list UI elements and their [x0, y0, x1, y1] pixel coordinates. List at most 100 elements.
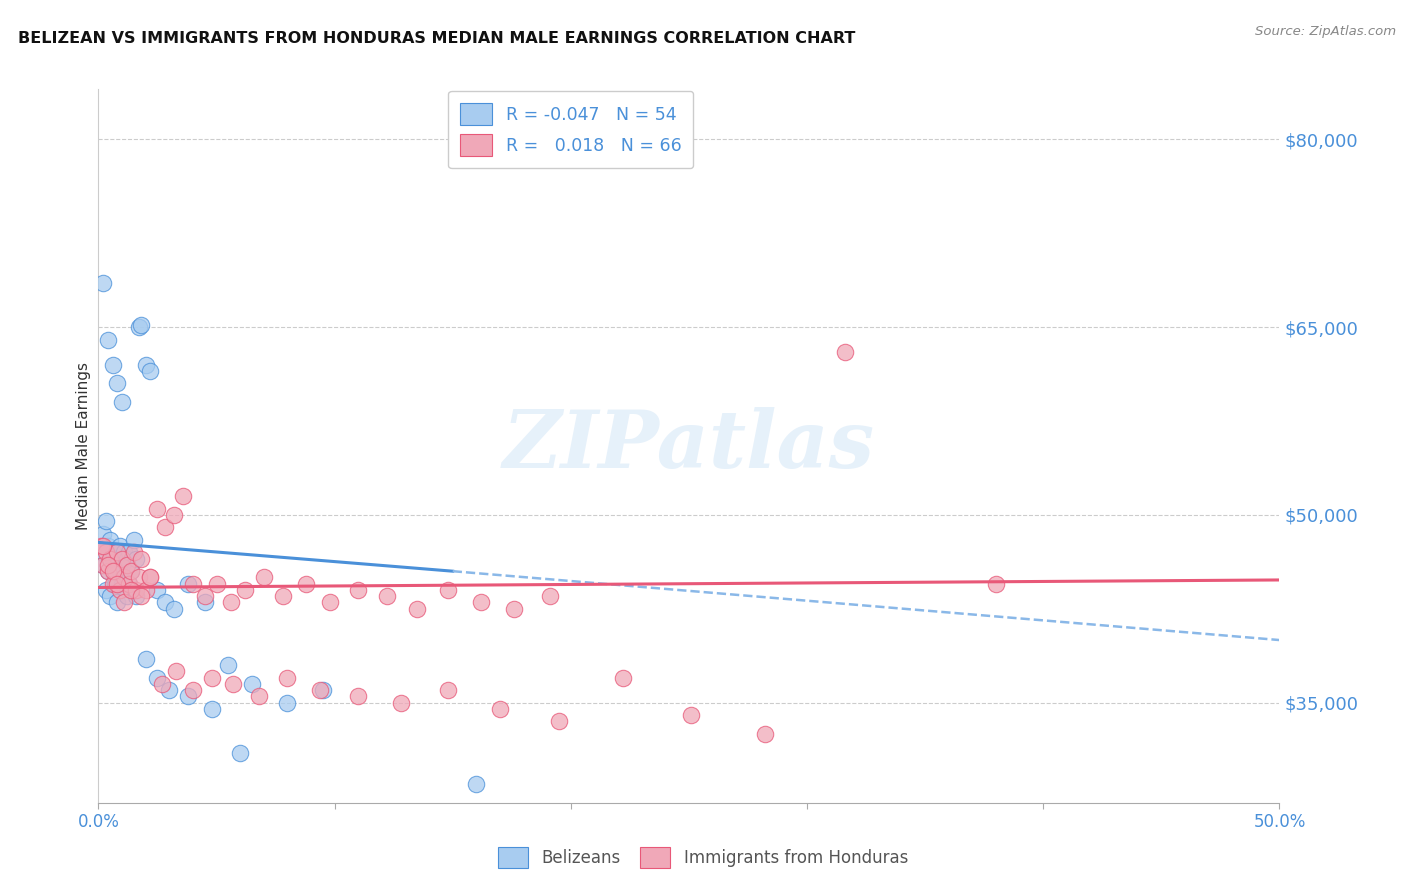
- Legend: R = -0.047   N = 54, R =   0.018   N = 66: R = -0.047 N = 54, R = 0.018 N = 66: [449, 91, 693, 169]
- Point: [295, 576, 318, 591]
- Point: [108, 582, 131, 597]
- Point: [104, 570, 127, 584]
- Point: [128, 320, 150, 334]
- Point: [177, 576, 200, 591]
- Point: [97, 558, 120, 572]
- Point: [205, 576, 228, 591]
- Legend: Belizeans, Immigrants from Honduras: Belizeans, Immigrants from Honduras: [491, 840, 915, 875]
- Point: [984, 576, 1007, 591]
- Point: [139, 570, 162, 584]
- Point: [105, 376, 128, 391]
- Point: [150, 677, 173, 691]
- Point: [91, 558, 114, 572]
- Point: [834, 345, 856, 359]
- Point: [503, 601, 526, 615]
- Point: [146, 582, 169, 597]
- Point: [111, 395, 134, 409]
- Point: [112, 570, 135, 584]
- Point: [181, 683, 204, 698]
- Point: [135, 358, 157, 372]
- Point: [437, 582, 460, 597]
- Point: [91, 558, 114, 572]
- Point: [94, 545, 117, 559]
- Point: [90, 539, 112, 553]
- Point: [163, 601, 186, 615]
- Point: [105, 595, 128, 609]
- Point: [94, 582, 117, 597]
- Point: [194, 595, 217, 609]
- Point: [98, 551, 121, 566]
- Point: [112, 595, 135, 609]
- Point: [347, 690, 370, 704]
- Point: [128, 570, 150, 584]
- Point: [97, 333, 120, 347]
- Point: [121, 564, 143, 578]
- Point: [115, 589, 138, 603]
- Point: [217, 658, 239, 673]
- Point: [276, 696, 298, 710]
- Point: [112, 570, 135, 584]
- Point: [437, 683, 460, 698]
- Point: [118, 576, 141, 591]
- Point: [146, 671, 169, 685]
- Point: [121, 564, 143, 578]
- Point: [181, 576, 204, 591]
- Point: [233, 582, 256, 597]
- Point: [276, 671, 298, 685]
- Point: [146, 501, 169, 516]
- Point: [389, 696, 412, 710]
- Point: [97, 564, 120, 578]
- Point: [548, 714, 571, 729]
- Point: [125, 551, 148, 566]
- Point: [754, 727, 776, 741]
- Text: BELIZEAN VS IMMIGRANTS FROM HONDURAS MEDIAN MALE EARNINGS CORRELATION CHART: BELIZEAN VS IMMIGRANTS FROM HONDURAS MED…: [18, 31, 856, 46]
- Point: [681, 708, 703, 723]
- Point: [309, 683, 332, 698]
- Point: [253, 570, 276, 584]
- Point: [177, 690, 200, 704]
- Point: [91, 277, 114, 291]
- Point: [91, 526, 114, 541]
- Point: [98, 589, 121, 603]
- Point: [101, 576, 124, 591]
- Point: [229, 746, 252, 760]
- Point: [111, 558, 134, 572]
- Point: [135, 582, 157, 597]
- Point: [165, 665, 187, 679]
- Point: [129, 318, 152, 332]
- Point: [97, 564, 120, 578]
- Point: [194, 589, 217, 603]
- Text: Source: ZipAtlas.com: Source: ZipAtlas.com: [1256, 25, 1396, 38]
- Text: ZIPatlas: ZIPatlas: [503, 408, 875, 484]
- Point: [375, 589, 398, 603]
- Point: [101, 545, 124, 559]
- Point: [489, 702, 512, 716]
- Point: [612, 671, 634, 685]
- Point: [139, 570, 162, 584]
- Point: [129, 589, 152, 603]
- Point: [105, 545, 128, 559]
- Point: [222, 677, 245, 691]
- Point: [115, 558, 138, 572]
- Point: [122, 533, 145, 547]
- Point: [122, 545, 145, 559]
- Point: [538, 589, 561, 603]
- Point: [139, 364, 162, 378]
- Point: [201, 671, 224, 685]
- Point: [111, 551, 134, 566]
- Point: [153, 520, 176, 534]
- Point: [240, 677, 263, 691]
- Point: [91, 539, 114, 553]
- Point: [90, 545, 112, 559]
- Point: [470, 595, 492, 609]
- Point: [105, 558, 128, 572]
- Point: [104, 564, 127, 578]
- Point: [125, 589, 148, 603]
- Point: [219, 595, 242, 609]
- Point: [406, 601, 429, 615]
- Point: [465, 777, 488, 791]
- Point: [125, 582, 148, 597]
- Point: [111, 576, 134, 591]
- Point: [118, 545, 141, 559]
- Point: [101, 564, 124, 578]
